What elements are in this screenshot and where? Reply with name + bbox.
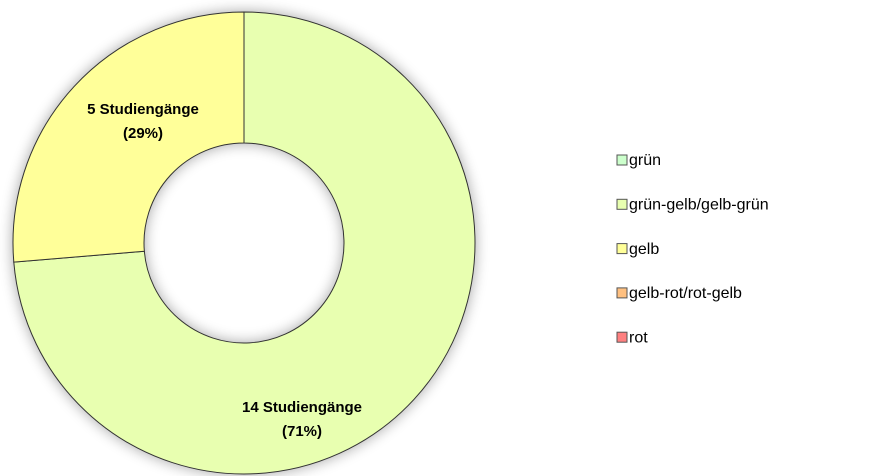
legend-label: grün [629, 152, 661, 169]
donut [12, 11, 476, 475]
data-label: (29%) [123, 125, 163, 142]
legend-label: rot [629, 329, 648, 346]
legend-label: gelb [629, 241, 659, 258]
donut-segment [12, 11, 245, 263]
legend: grün grün-gelb/gelb-grün gelb gelb-rot/rot-… [616, 152, 769, 346]
legend-marker [616, 154, 628, 166]
legend-marker [616, 331, 628, 343]
legend-label: grün-gelb/gelb-grün [629, 197, 769, 214]
data-label: 5 Studiengänge [87, 101, 199, 118]
donut-segment [13, 11, 476, 475]
labels: 14 Studiengänge (71%) 5 Studiengänge (29%) [87, 101, 362, 440]
legend-marker [616, 198, 628, 210]
data-label: 14 Studiengänge [242, 399, 362, 416]
legend-label: gelb-rot/rot-gelb [629, 285, 742, 302]
legend-marker [616, 243, 628, 255]
legend-marker [616, 287, 628, 299]
data-label: (71%) [282, 423, 322, 440]
